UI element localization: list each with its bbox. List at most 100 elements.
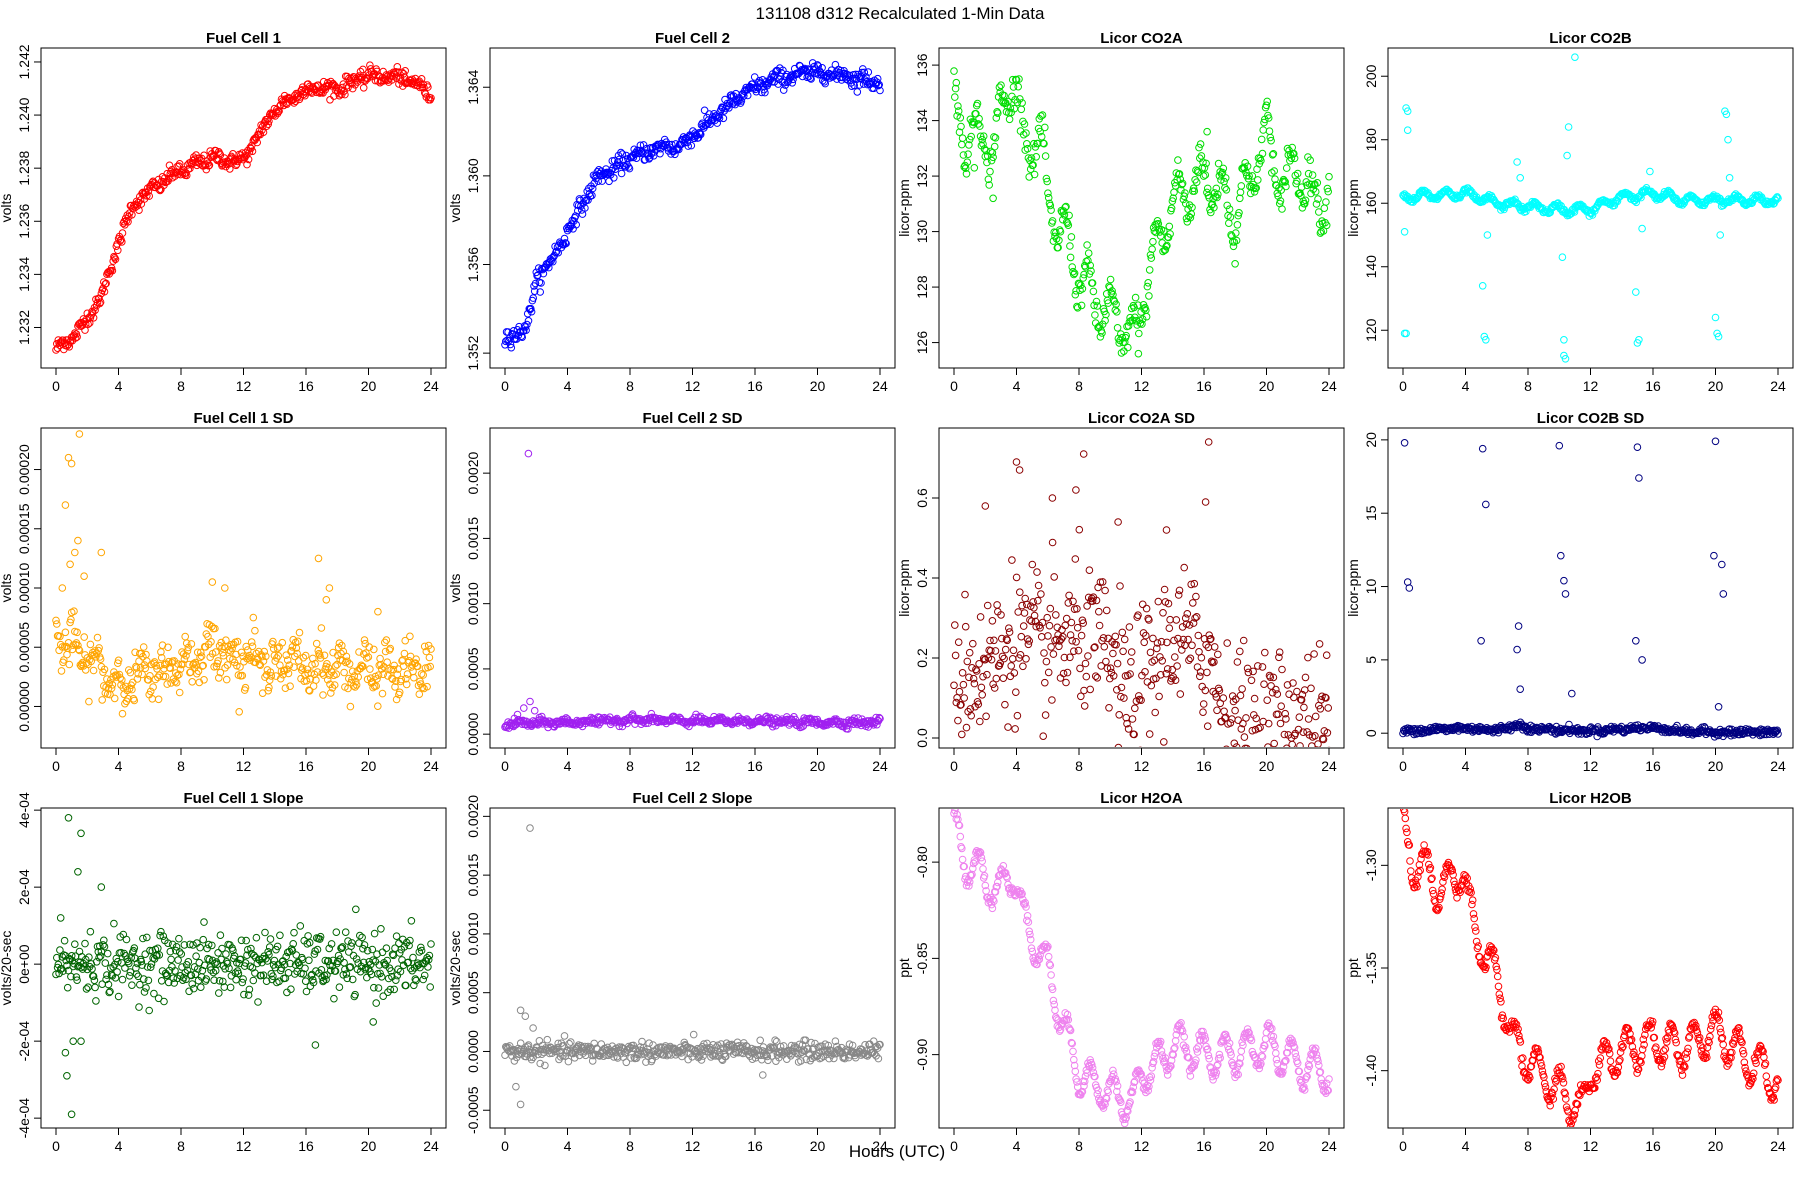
x-tick-label: 12 bbox=[236, 378, 252, 394]
data-point bbox=[141, 950, 149, 959]
data-point bbox=[211, 146, 220, 155]
data-point bbox=[1414, 193, 1422, 201]
data-point bbox=[1095, 607, 1103, 616]
data-point bbox=[1248, 172, 1257, 180]
data-point bbox=[347, 942, 355, 951]
data-point bbox=[1632, 288, 1640, 296]
data-point bbox=[1718, 560, 1726, 569]
data-point bbox=[1130, 303, 1138, 312]
data-point bbox=[1153, 644, 1161, 653]
x-tick-label: 24 bbox=[423, 1138, 439, 1154]
data-point bbox=[1011, 96, 1019, 104]
data-point bbox=[1113, 659, 1122, 668]
data-point bbox=[348, 667, 357, 676]
y-tick-label: 1.232 bbox=[16, 310, 32, 345]
data-point bbox=[110, 919, 118, 928]
data-point bbox=[986, 636, 994, 645]
x-tick-label: 4 bbox=[1462, 758, 1470, 774]
data-point bbox=[1016, 588, 1024, 597]
data-point bbox=[332, 928, 341, 937]
data-point bbox=[359, 944, 367, 953]
data-point bbox=[1296, 742, 1304, 747]
data-point bbox=[57, 667, 66, 675]
data-point bbox=[284, 669, 293, 678]
data-point bbox=[850, 81, 859, 90]
data-point bbox=[1263, 696, 1271, 705]
data-point bbox=[519, 716, 527, 725]
data-point bbox=[1318, 734, 1327, 743]
data-point bbox=[995, 83, 1004, 91]
data-point bbox=[128, 981, 136, 990]
x-tick-label: 0 bbox=[950, 378, 958, 394]
data-point bbox=[205, 955, 214, 964]
data-point bbox=[73, 333, 81, 341]
data-point bbox=[1229, 697, 1238, 706]
data-point bbox=[1135, 316, 1144, 325]
data-point bbox=[1711, 313, 1720, 322]
data-point bbox=[313, 945, 322, 954]
data-point bbox=[536, 288, 545, 296]
data-point bbox=[247, 141, 256, 150]
data-point bbox=[301, 977, 310, 986]
data-point bbox=[1652, 724, 1660, 732]
data-point bbox=[123, 686, 131, 695]
data-point bbox=[1077, 692, 1085, 701]
data-point bbox=[381, 638, 389, 647]
data-point bbox=[74, 536, 82, 545]
data-point bbox=[175, 160, 184, 168]
data-point bbox=[1017, 105, 1026, 114]
data-point bbox=[140, 988, 149, 996]
data-point bbox=[1452, 723, 1460, 731]
data-point bbox=[247, 944, 255, 953]
x-tick-label: 20 bbox=[810, 378, 826, 394]
data-point bbox=[1203, 668, 1211, 677]
data-point bbox=[1138, 600, 1147, 609]
data-point bbox=[301, 651, 310, 660]
data-point bbox=[313, 668, 322, 676]
data-point bbox=[1037, 112, 1045, 120]
data-point bbox=[1293, 687, 1301, 696]
data-point bbox=[1100, 642, 1109, 651]
data-point bbox=[208, 578, 217, 586]
data-point bbox=[524, 317, 533, 325]
data-point bbox=[376, 969, 384, 978]
data-point bbox=[991, 134, 1000, 142]
data-point bbox=[1170, 636, 1178, 645]
data-point bbox=[317, 624, 326, 632]
x-tick-label: 16 bbox=[1645, 378, 1661, 394]
data-point bbox=[401, 636, 410, 645]
data-point bbox=[1148, 658, 1156, 666]
data-point bbox=[982, 712, 990, 721]
data-point bbox=[175, 688, 184, 697]
panel-frame bbox=[1387, 427, 1794, 749]
data-point bbox=[393, 63, 402, 71]
data-point bbox=[258, 652, 266, 661]
data-point bbox=[1774, 730, 1782, 738]
data-point bbox=[174, 956, 182, 964]
data-point bbox=[1719, 590, 1728, 598]
data-point bbox=[357, 661, 366, 670]
x-tick-label: 12 bbox=[685, 758, 701, 774]
data-point bbox=[139, 643, 148, 651]
data-point bbox=[1114, 518, 1122, 526]
data-point bbox=[1102, 310, 1110, 319]
data-point bbox=[1588, 211, 1597, 219]
data-point bbox=[527, 304, 535, 313]
data-point bbox=[1016, 651, 1025, 659]
x-tick-label: 12 bbox=[685, 378, 701, 394]
data-point bbox=[1311, 187, 1320, 196]
data-point bbox=[997, 81, 1005, 89]
data-point bbox=[332, 670, 341, 679]
data-point bbox=[771, 71, 779, 79]
data-point bbox=[1239, 719, 1247, 728]
data-point bbox=[181, 632, 189, 641]
data-point bbox=[71, 334, 80, 342]
data-point bbox=[1638, 656, 1646, 664]
data-point bbox=[1190, 187, 1199, 195]
data-point bbox=[419, 671, 428, 679]
data-point bbox=[377, 973, 386, 981]
data-point bbox=[1268, 151, 1277, 159]
data-point bbox=[1249, 667, 1257, 676]
